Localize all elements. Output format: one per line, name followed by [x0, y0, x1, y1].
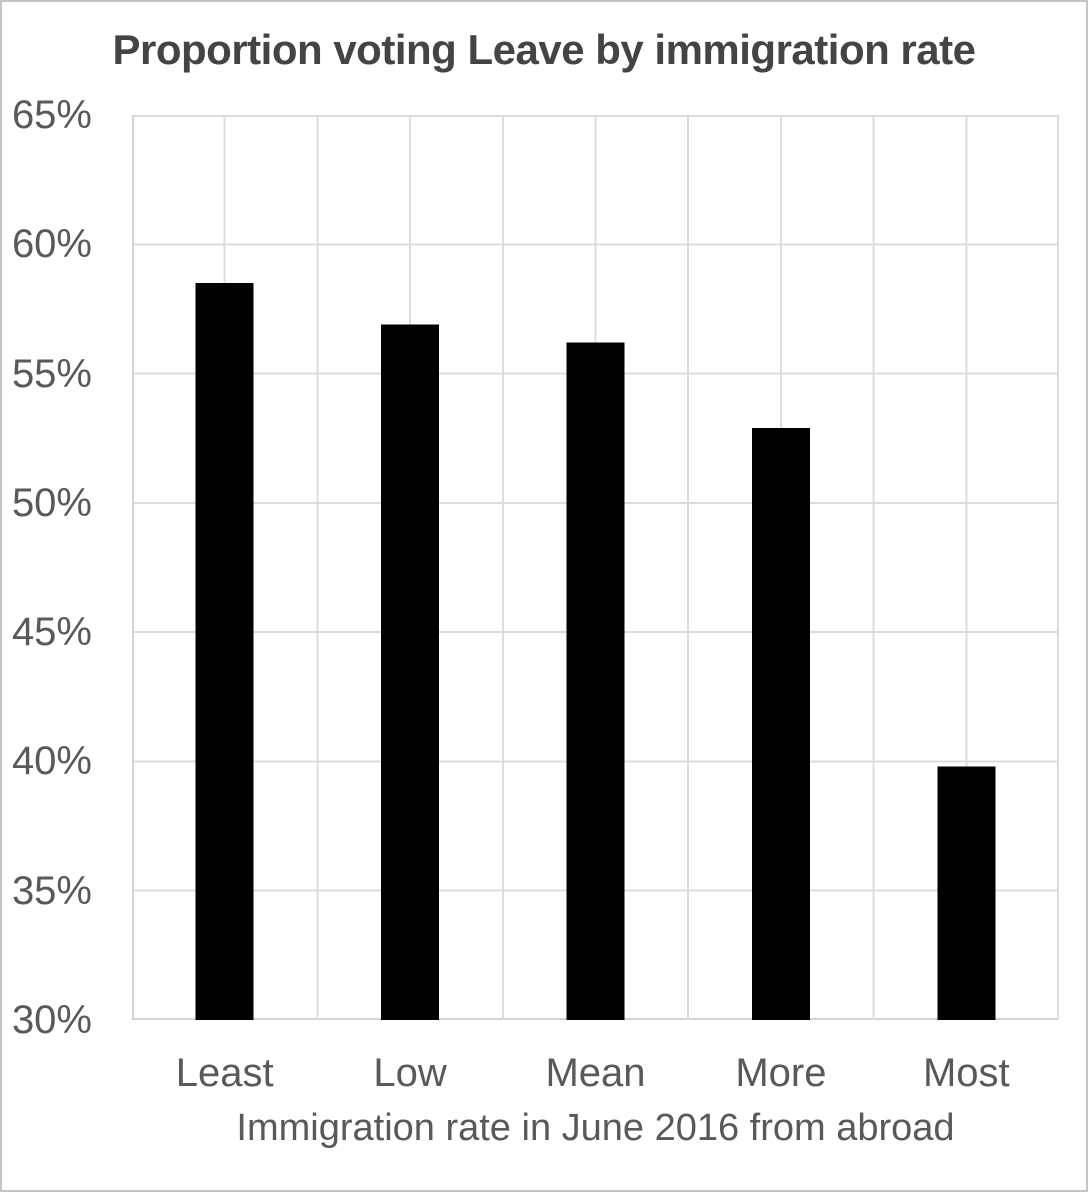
y-tick-label: 45% [11, 610, 92, 655]
y-tick-label: 60% [11, 222, 92, 267]
bar-mean [566, 342, 625, 1020]
x-tick-label: Least [175, 1051, 274, 1095]
bar-most [937, 766, 996, 1020]
x-tick-label: Most [922, 1051, 1010, 1095]
y-tick-label: 65% [11, 93, 92, 137]
x-tick-label: Low [373, 1051, 447, 1095]
y-tick-label: 50% [11, 480, 92, 525]
x-axis: Least Low Mean More Most [132, 1048, 1059, 1098]
bar-more [751, 427, 810, 1020]
x-tick-label: Mean [545, 1051, 646, 1095]
bar-least [195, 283, 254, 1020]
y-tick-label: 55% [11, 351, 92, 396]
plot-area [132, 115, 1059, 1020]
y-tick-label: 40% [11, 739, 92, 784]
bar-low [381, 324, 440, 1020]
chart-title: Proportion voting Leave by immigration r… [112, 26, 976, 73]
x-tick-label: More [735, 1051, 827, 1095]
y-tick-label: 35% [11, 868, 92, 913]
y-axis: 30% 35% 40% 45% 50% 55% 60% 65% [2, 2, 92, 1190]
y-tick-label: 30% [11, 998, 92, 1042]
x-axis-title: Immigration rate in June 2016 from abroa… [236, 1107, 955, 1149]
